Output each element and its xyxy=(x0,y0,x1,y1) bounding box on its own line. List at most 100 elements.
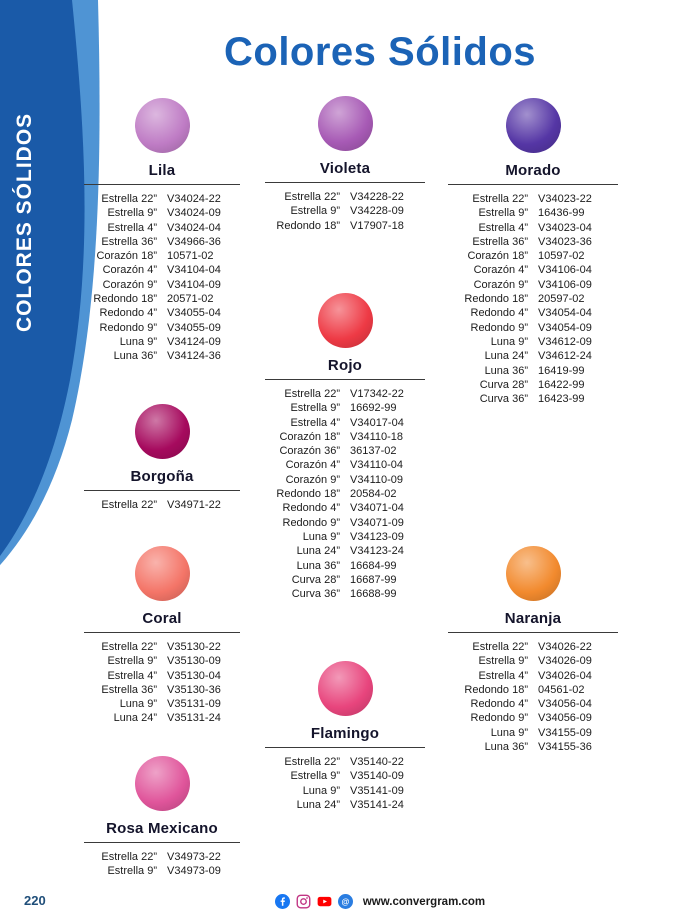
product-list: Estrella 22” V34228-22 Estrella 9” V34228-0… xyxy=(265,190,425,233)
product-row: Luna 24” V35131-24 xyxy=(84,711,240,725)
product-row: Estrella 22” V34228-22 xyxy=(265,190,425,204)
product-size: Redondo 4” xyxy=(470,698,529,711)
product-code: V17907-18 xyxy=(350,219,404,232)
product-row: Estrella 9” V35140-09 xyxy=(265,769,425,783)
divider xyxy=(265,379,425,380)
product-row: Estrella 9” V34973-09 xyxy=(84,864,240,878)
product-row: Corazón 9” V34110-09 xyxy=(265,473,425,487)
product-row: Estrella 9” 16436-99 xyxy=(448,206,618,220)
product-row: Redondo 9” V34054-09 xyxy=(448,321,618,335)
product-code: V34155-09 xyxy=(538,726,592,739)
product-size: Luna 9” xyxy=(119,335,157,348)
product-code: V34054-04 xyxy=(538,307,592,320)
color-section-violeta: Violeta Estrella 22” V34228-22 Estrella 9”… xyxy=(265,96,425,233)
product-list: Estrella 22” V34024-22 Estrella 9” V34024-0… xyxy=(84,192,240,364)
facebook-icon[interactable] xyxy=(274,894,290,909)
product-row: Redondo 18” 20584-02 xyxy=(265,487,425,501)
product-code: V34966-36 xyxy=(167,235,221,248)
website-link[interactable]: www.convergram.com xyxy=(362,895,486,908)
product-row: Estrella 22” V17342-22 xyxy=(265,387,425,401)
product-code: V35130-09 xyxy=(167,655,221,668)
product-code: V34973-22 xyxy=(167,851,221,863)
product-row: Estrella 9” V34024-09 xyxy=(84,206,240,220)
product-code: V34612-24 xyxy=(538,350,592,363)
at-icon[interactable]: @ xyxy=(337,894,353,909)
color-section-rosa-mexicano: Rosa Mexicano Estrella 22” V34973-22 Estre… xyxy=(84,756,240,879)
product-list: Estrella 22” V17342-22 Estrella 9” 16692-99… xyxy=(265,387,425,601)
product-size: Luna 36” xyxy=(484,741,528,754)
product-size: Redondo 9” xyxy=(470,712,529,725)
product-row: Corazón 18” V34110-18 xyxy=(265,430,425,444)
color-section-flamingo: Flamingo Estrella 22” V35140-22 Estrella 9… xyxy=(265,661,425,812)
product-row: Curva 28” 16422-99 xyxy=(448,378,618,392)
divider xyxy=(84,842,240,843)
product-size: Estrella 9” xyxy=(107,865,157,878)
product-row: Luna 9” V35131-09 xyxy=(84,697,240,711)
product-row: Estrella 9” V34228-09 xyxy=(265,204,425,218)
product-code: V34228-09 xyxy=(350,205,404,218)
product-size: Estrella 4” xyxy=(107,669,157,682)
product-row: Corazón 36” 36137-02 xyxy=(265,444,425,458)
product-code: 16422-99 xyxy=(538,378,585,391)
product-row: Redondo 18” V17907-18 xyxy=(265,219,425,233)
product-list: Estrella 22” V34971-22 xyxy=(84,498,240,512)
product-size: Estrella 9” xyxy=(290,205,340,218)
product-row: Estrella 36” V35130-36 xyxy=(84,683,240,697)
color-swatch xyxy=(317,96,373,151)
page-number: 220 xyxy=(24,893,46,908)
product-size: Luna 9” xyxy=(302,784,340,797)
product-row: Corazón 4” V34110-04 xyxy=(265,458,425,472)
product-size: Redondo 18” xyxy=(276,219,340,232)
product-row: Corazón 9” V34104-09 xyxy=(84,278,240,292)
product-row: Corazón 9” V34106-09 xyxy=(448,278,618,292)
product-row: Estrella 9” V35130-09 xyxy=(84,654,240,668)
product-row: Luna 9” V34123-09 xyxy=(265,530,425,544)
color-swatch xyxy=(134,404,190,459)
product-size: Redondo 18” xyxy=(276,488,340,501)
product-row: Luna 36” V34155-36 xyxy=(448,740,618,754)
product-row: Estrella 9” V34026-09 xyxy=(448,654,618,668)
product-row: Redondo 9” V34071-09 xyxy=(265,516,425,530)
product-code: V35130-04 xyxy=(167,669,221,682)
product-size: Estrella 4” xyxy=(478,669,528,682)
product-list: Estrella 22” V35130-22 Estrella 9” V35130-0… xyxy=(84,640,240,726)
product-size: Estrella 22” xyxy=(101,499,157,511)
product-row: Curva 36” 16688-99 xyxy=(265,587,425,601)
color-name: Naranja xyxy=(504,610,562,627)
product-code: V34023-36 xyxy=(538,235,592,248)
product-row: Redondo 9” V34056-09 xyxy=(448,711,618,725)
product-code: 20571-02 xyxy=(167,293,214,306)
product-row: Estrella 22” V35140-22 xyxy=(265,755,425,769)
product-row: Estrella 4” V34026-04 xyxy=(448,669,618,683)
product-size: Estrella 9” xyxy=(290,402,340,415)
product-size: Luna 36” xyxy=(296,559,340,572)
product-list: Estrella 22” V34026-22 Estrella 9” V34026-0… xyxy=(448,640,618,754)
product-size: Curva 28” xyxy=(291,573,340,586)
product-code: V34110-09 xyxy=(350,473,404,486)
product-size: Estrella 22” xyxy=(284,388,340,400)
product-code: V35131-24 xyxy=(167,712,221,725)
product-size: Curva 36” xyxy=(479,393,528,406)
product-code: V34124-09 xyxy=(167,335,221,348)
youtube-icon[interactable] xyxy=(317,894,332,909)
product-size: Estrella 9” xyxy=(290,770,340,783)
product-code: V34054-09 xyxy=(538,321,592,334)
product-code: V34123-24 xyxy=(350,545,404,558)
product-list: Estrella 22” V34973-22 Estrella 9” V34973-0… xyxy=(84,850,240,879)
product-row: Estrella 36” V34966-36 xyxy=(84,235,240,249)
color-name: Rosa Mexicano xyxy=(106,820,218,837)
product-size: Curva 28” xyxy=(479,378,528,391)
product-row: Redondo 18” 04561-02 xyxy=(448,683,618,697)
sidebar-vertical-title: COLORES SÓLIDOS xyxy=(13,112,36,332)
product-size: Luna 36” xyxy=(113,350,157,363)
instagram-icon[interactable] xyxy=(296,894,311,909)
divider xyxy=(448,184,618,185)
color-section-naranja: Naranja Estrella 22” V34026-22 Estrella 9”… xyxy=(448,546,618,754)
product-code: V34023-22 xyxy=(538,193,592,205)
product-code: 16419-99 xyxy=(538,364,585,377)
product-code: V34056-04 xyxy=(538,698,592,711)
product-row: Curva 28” 16687-99 xyxy=(265,573,425,587)
color-name: Violeta xyxy=(319,160,371,177)
product-size: Corazón 4” xyxy=(285,459,340,472)
product-code: V34071-04 xyxy=(350,502,404,515)
